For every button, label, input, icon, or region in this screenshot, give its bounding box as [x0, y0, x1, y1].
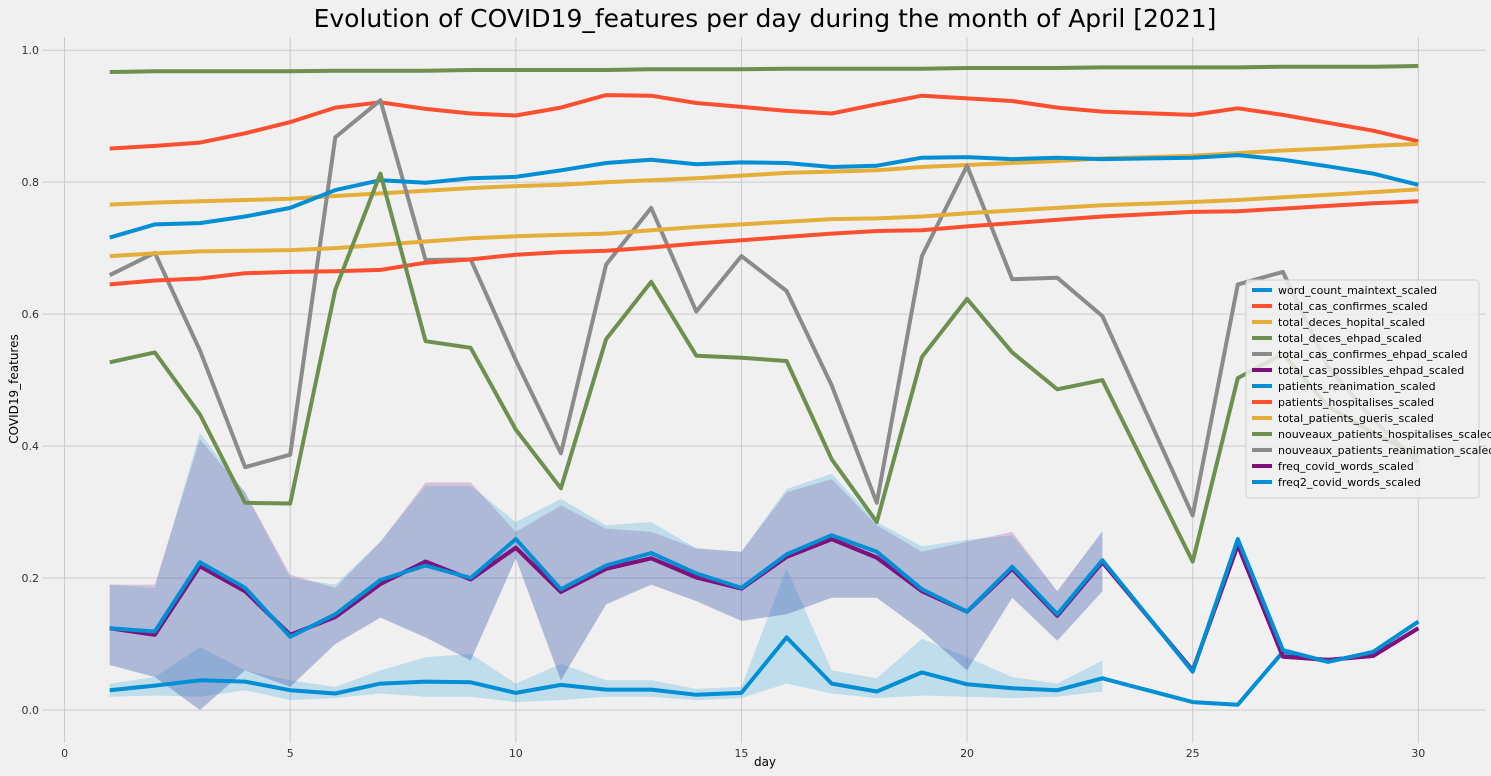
legend-entry: freq_covid_words_scaled [1278, 460, 1414, 473]
x-tick-label: 30 [1411, 747, 1425, 760]
legend-entry: patients_reanimation_scaled [1278, 380, 1436, 393]
legend-entry: total_deces_ehpad_scaled [1278, 332, 1422, 345]
legend-box [1245, 279, 1480, 499]
legend-entry: freq2_covid_words_scaled [1278, 476, 1421, 489]
confidence-band-freq2_covid_words_scaled [109, 432, 1103, 710]
x-tick-label: 10 [509, 747, 523, 760]
tick-labels: 0 5 10 15 20 25 30 0.0 0.2 0.4 0.6 0.8 1.0 [22, 44, 1426, 760]
y-tick-label: 0.0 [22, 704, 40, 717]
series-line-total_patients_gueris_scaled [109, 187, 1419, 259]
legend-entry: total_cas_confirmes_scaled [1278, 300, 1428, 313]
legend-entry: total_cas_possibles_ehpad_scaled [1278, 364, 1464, 377]
legend-entry: total_patients_gueris_scaled [1278, 412, 1434, 425]
confidence-band-total_cas_possibles_ehpad_scaled [109, 439, 1103, 710]
legend-entry: patients_hospitalises_scaled [1278, 396, 1434, 409]
series-line-word_count_maintext_scaled [109, 619, 1420, 707]
legend-entry: nouveaux_patients_reanimation_scaled [1278, 444, 1491, 457]
y-tick-label: 0.6 [22, 308, 40, 321]
series-line-total_cas_confirmes_ehpad_scaled [108, 98, 1420, 518]
y-tick-label: 0.8 [22, 176, 40, 189]
legend-entry: nouveaux_patients_hospitalises_scaled [1278, 428, 1491, 441]
legend: word_count_maintext_scaled total_cas_conf… [1245, 279, 1491, 499]
legend-entry: total_cas_confirmes_ehpad_scaled [1278, 348, 1468, 361]
y-tick-label: 0.2 [22, 572, 40, 585]
series-line-total_cas_confirmes_scaled [109, 93, 1419, 151]
x-tick-label: 5 [287, 747, 294, 760]
series-line-total_deces_ehpad_scaled [109, 64, 1419, 74]
legend-entry: total_deces_hopital_scaled [1278, 316, 1425, 329]
x-tick-label: 20 [960, 747, 974, 760]
series-line-patients_reanimation_scaled [109, 153, 1419, 240]
series-lines [108, 64, 1420, 707]
series-line-freq2_covid_words_scaled [109, 533, 1420, 674]
x-tick-label: 25 [1186, 747, 1200, 760]
series-line-patients_hospitalises_scaled [109, 199, 1419, 287]
grid [42, 37, 1486, 743]
series-line-nouveaux_patients_hospitalises_scaled [109, 171, 1420, 564]
legend-entry: word_count_maintext_scaled [1278, 284, 1437, 297]
chart-title: Evolution of COVID19_features per day du… [314, 4, 1217, 33]
y-tick-label: 1.0 [22, 44, 40, 57]
y-axis-label: COVID19_features [7, 334, 21, 443]
x-tick-label: 0 [61, 747, 68, 760]
y-tick-label: 0.4 [22, 440, 40, 453]
x-axis-label: day [754, 755, 776, 769]
x-tick-label: 15 [734, 747, 748, 760]
